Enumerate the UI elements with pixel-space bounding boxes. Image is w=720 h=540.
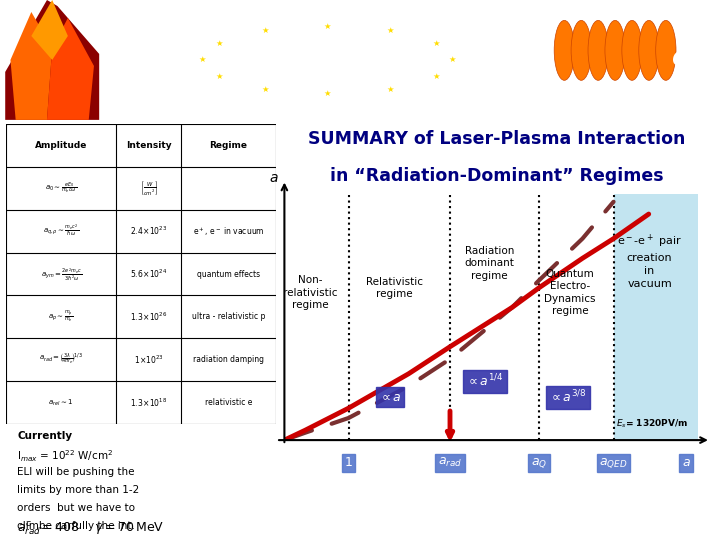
Text: $a$: $a$ <box>269 171 279 185</box>
Ellipse shape <box>639 21 659 80</box>
Text: European Project★: European Project★ <box>269 77 387 90</box>
Text: ★: ★ <box>261 84 269 93</box>
Text: radiation damping: radiation damping <box>193 355 264 364</box>
Text: limits by more than 1-2: limits by more than 1-2 <box>17 485 140 495</box>
Text: $\propto a^{3/8}$: $\propto a^{3/8}$ <box>549 389 587 406</box>
Text: ★: ★ <box>387 84 394 93</box>
Text: Intensity: Intensity <box>126 141 171 150</box>
Text: $a^c_{rad} = 408$    $\gamma = 70\,\mathrm{MeV}$: $a^c_{rad} = 408$ $\gamma = 70\,\mathrm{… <box>17 519 164 537</box>
Text: $2.4\!\times\!10^{23}$: $2.4\!\times\!10^{23}$ <box>130 225 168 238</box>
Text: $1\!\times\!10^{23}$: $1\!\times\!10^{23}$ <box>134 354 164 366</box>
Text: $a_{ym} = \frac{2e^2 m_e c}{3\hbar^2\omega}$: $a_{ym} = \frac{2e^2 m_e c}{3\hbar^2\ome… <box>40 266 81 282</box>
Text: orders  but we have to: orders but we have to <box>17 503 135 513</box>
Text: $1.3\!\times\!10^{26}$: $1.3\!\times\!10^{26}$ <box>130 310 168 323</box>
Text: $a_{QED}$: $a_{QED}$ <box>599 456 628 470</box>
Text: quantum effects: quantum effects <box>197 269 260 279</box>
Text: ★: ★ <box>449 56 456 64</box>
Polygon shape <box>10 12 52 120</box>
Text: ★: ★ <box>215 39 223 48</box>
Text: ★: ★ <box>432 39 440 48</box>
Text: $a_{rad} = \!\left(\!\frac{3\lambda}{4\pi r_e}\!\right)^{\!1/3}$: $a_{rad} = \!\left(\!\frac{3\lambda}{4\p… <box>39 352 84 367</box>
Text: ★: ★ <box>199 56 207 64</box>
Text: $a_Q$: $a_Q$ <box>531 456 547 470</box>
Text: $E_s$= 1320PV/m: $E_s$= 1320PV/m <box>616 418 688 430</box>
Text: Quantum
Electro-
Dynamics
regime: Quantum Electro- Dynamics regime <box>544 269 596 316</box>
Ellipse shape <box>605 21 625 80</box>
Text: $a_{rel} \sim 1$: $a_{rel} \sim 1$ <box>48 397 73 408</box>
Polygon shape <box>5 0 99 120</box>
Text: in “Radiation-Dominant” Regimes: in “Radiation-Dominant” Regimes <box>330 167 664 185</box>
Text: $a$: $a$ <box>682 456 690 469</box>
Text: $1$: $1$ <box>344 456 353 469</box>
Text: $a_0 > 2000$, E= 4 PV/m: $a_0 > 2000$, E= 4 PV/m <box>487 514 622 529</box>
Ellipse shape <box>622 21 642 80</box>
Text: Regime: Regime <box>210 141 248 150</box>
Text: Ultrarelativistic ELI: Ultrarelativistic ELI <box>482 488 626 501</box>
Text: ★: ★ <box>324 89 331 98</box>
Text: ★: ★ <box>215 72 223 81</box>
Polygon shape <box>32 0 68 60</box>
Text: eli: eli <box>672 44 710 71</box>
Ellipse shape <box>571 21 591 80</box>
Ellipse shape <box>588 21 608 80</box>
Ellipse shape <box>554 21 575 80</box>
Text: ultra - relativistic p: ultra - relativistic p <box>192 312 265 321</box>
Text: relativistic e: relativistic e <box>204 398 252 407</box>
Text: I$_{max}$ = 10$^{22}$ W/cm$^2$: I$_{max}$ = 10$^{22}$ W/cm$^2$ <box>17 449 114 464</box>
Text: ★: ★ <box>261 26 269 36</box>
Text: $a_{q,\rho} \sim \frac{m_e c^2}{\hbar\omega}$: $a_{q,\rho} \sim \frac{m_e c^2}{\hbar\om… <box>43 223 79 239</box>
Bar <box>613 194 698 440</box>
Text: e$^+$, e$^-$ in vacuum: e$^+$, e$^-$ in vacuum <box>193 225 264 238</box>
Text: $a_0 \sim \frac{eE_0}{m_e c\omega}$: $a_0 \sim \frac{eE_0}{m_e c\omega}$ <box>45 181 77 196</box>
Text: $a_p \sim \frac{m_p}{m_e}$: $a_p \sim \frac{m_p}{m_e}$ <box>48 310 73 324</box>
Text: Currently: Currently <box>17 431 73 441</box>
Text: Radiation
dominant
regime: Radiation dominant regime <box>464 246 514 281</box>
Text: Relativistic
regime: Relativistic regime <box>366 276 423 299</box>
Text: ★: ★ <box>387 26 394 36</box>
Text: $\propto a^{1/4}$: $\propto a^{1/4}$ <box>467 373 504 389</box>
Text: $a_{rad}$: $a_{rad}$ <box>438 456 462 469</box>
Text: Non-
relativistic
regime: Non- relativistic regime <box>283 275 337 310</box>
Text: $\left[\frac{W}{cm^2}\right]$: $\left[\frac{W}{cm^2}\right]$ <box>140 179 158 198</box>
Text: e$^-$-e$^+$ pair
creation
in
vacuum: e$^-$-e$^+$ pair creation in vacuum <box>617 232 682 289</box>
Text: ELI will be pushing the: ELI will be pushing the <box>17 467 135 477</box>
Text: ★: ★ <box>324 22 331 31</box>
Text: $5.6\!\times\!10^{24}$: $5.6\!\times\!10^{24}$ <box>130 268 168 280</box>
Text: Amplitude: Amplitude <box>35 141 87 150</box>
Text: The Extreme  ★  Light  ★  Infrastructure: The Extreme ★ Light ★ Infrastructure <box>156 31 499 46</box>
Ellipse shape <box>656 21 676 80</box>
Text: climbe carfully the int.: climbe carfully the int. <box>17 521 135 531</box>
Polygon shape <box>47 18 94 120</box>
Text: $\propto a$: $\propto a$ <box>379 390 401 403</box>
Text: $1.3\!\times\!10^{18}$: $1.3\!\times\!10^{18}$ <box>130 396 168 409</box>
Text: ★: ★ <box>432 72 440 81</box>
Text: SUMMARY of Laser-Plasma Interaction: SUMMARY of Laser-Plasma Interaction <box>308 130 685 148</box>
